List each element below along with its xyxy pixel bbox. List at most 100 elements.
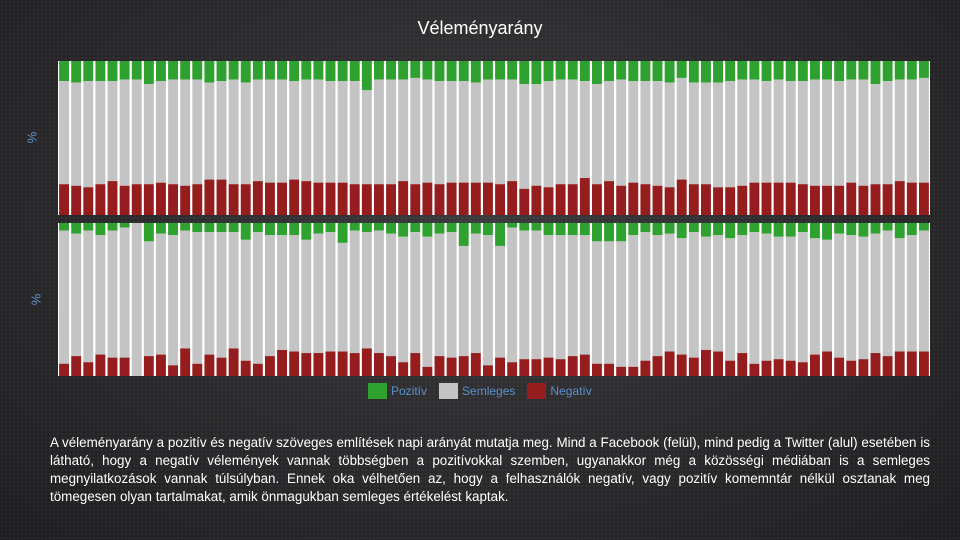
facebook-bar-neutral-21 [301,79,312,182]
twitter-bar-negative-25 [349,353,360,376]
facebook-bar-negative-21 [301,181,312,215]
facebook-bar-positive-50 [652,61,663,82]
facebook-bar-negative-64 [822,185,833,215]
twitter-bar-positive-16 [240,223,251,240]
twitter-bar-neutral-14 [216,232,227,358]
legend-swatch-negative [527,383,547,399]
facebook-bar-positive-45 [591,61,602,85]
facebook-bar-neutral-37 [495,79,506,185]
twitter-bar-negative-36 [482,365,493,376]
twitter-bar-positive-54 [700,223,711,237]
facebook-bar-negative-3 [83,187,94,215]
facebook-bar-neutral-71 [906,79,917,183]
facebook-bar-neutral-3 [83,81,94,188]
facebook-bar-neutral-28 [386,79,397,185]
facebook-bar-positive-3 [83,61,94,82]
facebook-bar-neutral-30 [410,77,421,185]
facebook-bar-positive-23 [325,61,336,82]
twitter-bar-neutral-45 [591,241,602,364]
facebook-bar-neutral-15 [228,79,239,185]
twitter-bar-neutral-27 [373,230,384,354]
facebook-bar-positive-4 [95,61,106,82]
facebook-bar-positive-43 [567,61,578,80]
twitter-bar-positive-51 [664,223,675,234]
twitter-bar-positive-43 [567,223,578,236]
facebook-bar-negative-18 [264,182,275,215]
facebook-bar-positive-58 [749,61,760,80]
facebook-bar-negative-54 [700,184,711,215]
twitter-bar-neutral-36 [482,235,493,366]
facebook-bar-negative-59 [761,182,772,215]
facebook-bar-neutral-44 [579,81,590,179]
facebook-bar-negative-60 [773,182,784,215]
twitter-bar-neutral-4 [95,235,106,355]
facebook-bar-neutral-19 [277,79,288,183]
twitter-bar-neutral-25 [349,230,360,354]
legend-label-negative: Negatív [550,384,592,398]
twitter-bar-positive-52 [676,223,687,239]
facebook-bar-positive-65 [834,61,845,82]
twitter-bar-positive-63 [809,223,820,239]
twitter-bar-negative-51 [664,351,675,376]
twitter-bar-negative-45 [591,363,602,376]
facebook-bar-positive-67 [858,61,869,80]
facebook-bar-negative-20 [289,179,300,215]
twitter-bar-neutral-60 [773,236,784,360]
facebook-bar-positive-72 [918,61,929,78]
facebook-bar-neutral-27 [373,79,384,185]
twitter-bar-positive-4 [95,223,106,236]
facebook-bar-negative-28 [386,184,397,215]
facebook-bar-negative-71 [906,182,917,215]
twitter-bar-positive-64 [822,223,833,240]
twitter-bar-neutral-3 [83,230,94,363]
twitter-bar-positive-29 [398,223,409,237]
twitter-bar-negative-8 [143,356,154,376]
twitter-bar-neutral-7 [131,223,142,376]
twitter-bar-negative-49 [640,360,651,376]
facebook-bar-positive-18 [264,61,275,80]
facebook-bar-negative-9 [155,182,166,215]
twitter-bar-neutral-57 [737,235,748,354]
twitter-bar-positive-14 [216,223,227,233]
twitter-bar-neutral-5 [107,230,118,358]
facebook-bar-neutral-4 [95,81,106,185]
twitter-bar-neutral-42 [555,235,566,360]
facebook-bar-positive-20 [289,61,300,82]
twitter-bar-positive-23 [325,223,336,233]
facebook-bar-positive-34 [458,61,469,82]
twitter-bar-positive-71 [906,223,917,236]
facebook-bar-neutral-63 [809,79,820,186]
facebook-bar-neutral-56 [725,81,736,188]
facebook-bar-neutral-14 [216,81,227,180]
facebook-bar-positive-38 [507,61,518,80]
facebook-bar-negative-47 [616,185,627,215]
twitter-bar-neutral-49 [640,232,651,361]
twitter-bar-negative-69 [882,356,893,376]
chart-legend: Pozitív Semleges Negatív [368,382,592,400]
twitter-bar-negative-62 [797,362,808,376]
facebook-bar-neutral-59 [761,81,772,183]
twitter-bar-negative-6 [119,357,130,376]
twitter-bar-negative-20 [289,351,300,376]
facebook-bar-positive-35 [470,61,481,83]
twitter-bar-negative-40 [531,359,542,376]
facebook-bar-neutral-69 [882,81,893,185]
facebook-bar-negative-66 [846,182,857,215]
twitter-bar-neutral-18 [264,235,275,357]
facebook-bar-negative-69 [882,184,893,215]
twitter-bar-positive-32 [434,223,445,234]
facebook-bar-neutral-43 [567,79,578,185]
twitter-bar-positive-35 [470,223,481,234]
twitter-bar-positive-17 [252,223,263,233]
twitter-bar-positive-70 [894,223,905,239]
facebook-bar-positive-13 [204,61,215,83]
twitter-bar-positive-38 [507,223,518,228]
facebook-bar-neutral-48 [628,81,639,183]
facebook-bar-positive-48 [628,61,639,82]
twitter-bar-positive-42 [555,223,566,236]
facebook-bar-positive-71 [906,61,917,80]
facebook-bar-positive-8 [143,61,154,85]
twitter-bar-negative-31 [422,366,433,376]
twitter-bar-negative-35 [470,353,481,376]
facebook-bar-negative-43 [567,184,578,215]
